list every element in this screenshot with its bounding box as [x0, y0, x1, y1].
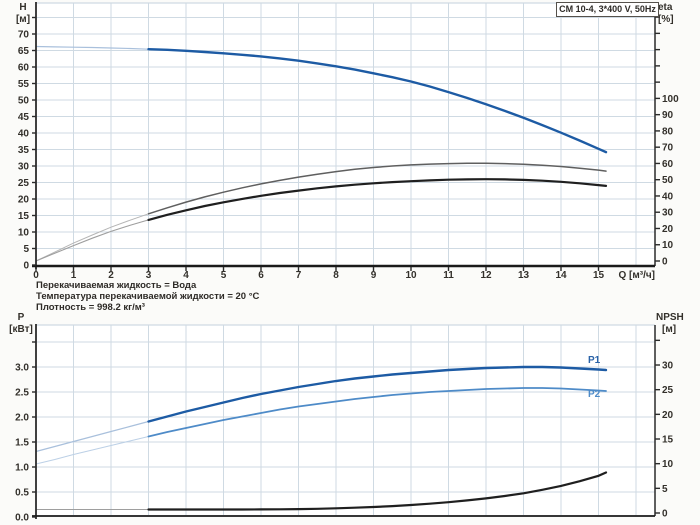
note-density: Плотность = 998.2 кг/м³	[36, 302, 145, 313]
left-tick-label: 25	[18, 178, 30, 189]
curve-P1-thin	[35, 420, 149, 453]
p2-curve-label: P2	[588, 389, 601, 400]
right-tick-label: 50	[662, 175, 674, 186]
plot-area-1	[36, 325, 655, 515]
x-tick-label: 15	[593, 270, 605, 281]
note-fluid: Перекачиваемая жидкость = Вода	[36, 280, 197, 291]
x-tick-label: 11	[443, 270, 454, 281]
right-tick-label: 30	[662, 361, 674, 372]
chart-title-box: CM 10-4, 3*400 V, 50Hz	[556, 2, 659, 17]
npsh-axis-unit: [м]	[662, 324, 677, 335]
right-tick-label: 100	[662, 94, 679, 105]
h-axis-unit: [м]	[15, 14, 31, 25]
right-tick-label: 0	[662, 509, 668, 520]
left-tick-label: 1.0	[15, 463, 29, 474]
curve-P1	[147, 365, 608, 423]
curve-eta-pump	[147, 162, 607, 215]
left-tick-label: 2.5	[15, 388, 29, 399]
x-tick-label: 3	[146, 270, 152, 281]
right-tick-label: 70	[662, 143, 674, 154]
right-tick-label: 15	[662, 435, 674, 446]
x-tick-label: 2	[108, 270, 114, 281]
right-tick-label: 30	[662, 208, 674, 219]
curve-eta-pump-motor	[147, 178, 608, 221]
x-tick-label: 1	[71, 270, 77, 281]
p-axis-unit: [кВт]	[9, 324, 33, 335]
right-tick-label: 20	[662, 410, 674, 421]
left-tick-label: 1.5	[15, 438, 29, 449]
left-tick-label: 30	[18, 162, 30, 173]
right-tick-label: 25	[662, 385, 674, 396]
note-temperature: Температура перекачиваемой жидкости = 20…	[36, 291, 260, 302]
right-tick-label: 20	[662, 224, 674, 235]
left-tick-label: 20	[18, 195, 30, 206]
curve-eta-pump-thin	[35, 213, 149, 262]
x-tick-label: 6	[258, 270, 264, 281]
curve-P2-thin	[35, 436, 149, 465]
x-tick-label: 0	[33, 270, 39, 281]
left-tick-label: 0.5	[15, 488, 29, 499]
right-tick-label: 10	[662, 240, 674, 251]
right-tick-label: 0	[662, 257, 668, 268]
curve-H	[147, 48, 608, 154]
left-tick-label: 15	[18, 211, 30, 222]
right-tick-label: 80	[662, 126, 674, 137]
left-tick-label: 65	[18, 46, 30, 57]
left-tick-label: 0	[23, 261, 29, 272]
curve-P2	[147, 387, 607, 438]
x-tick-label: 10	[405, 270, 417, 281]
left-tick-label: 10	[18, 228, 30, 239]
right-tick-label: 40	[662, 191, 674, 202]
q-axis-title: Q [м³/ч]	[618, 270, 655, 281]
right-tick-label: 60	[662, 159, 674, 170]
left-tick-label: 70	[18, 30, 30, 41]
eta-axis-unit: [%]	[658, 14, 674, 25]
npsh-axis-title: NPSH	[656, 312, 684, 323]
p1-curve-label: P1	[588, 355, 601, 366]
left-tick-label: 3.0	[15, 363, 29, 374]
curve-NPSH	[147, 471, 608, 511]
right-tick-label: 90	[662, 110, 674, 121]
left-tick-label: 60	[18, 63, 30, 74]
x-tick-label: 9	[371, 270, 377, 281]
curve-H-thin	[35, 45, 149, 50]
left-tick-label: 45	[18, 112, 30, 123]
x-tick-label: 12	[480, 270, 492, 281]
p-axis-title: P	[17, 312, 25, 323]
x-tick-label: 5	[221, 270, 227, 281]
left-tick-label: 0.0	[15, 513, 29, 524]
x-tick-label: 13	[518, 270, 530, 281]
left-tick-label: 2.0	[15, 413, 29, 424]
left-tick-label: 50	[18, 96, 30, 107]
left-tick-label: 5	[23, 244, 29, 255]
x-tick-label: 8	[333, 270, 339, 281]
left-tick-label: 40	[18, 129, 30, 140]
eta-axis-title: eta	[658, 2, 673, 13]
left-tick-label: 55	[18, 79, 30, 90]
plot-area-0	[36, 3, 655, 265]
curve-eta-pump-motor-thin	[35, 219, 149, 262]
right-tick-label: 5	[662, 484, 668, 495]
left-tick-label: 35	[18, 145, 30, 156]
x-tick-label: 7	[296, 270, 302, 281]
x-tick-label: 14	[555, 270, 567, 281]
h-axis-title: H	[19, 2, 27, 13]
x-tick-label: 4	[183, 270, 189, 281]
right-tick-label: 10	[662, 459, 674, 470]
